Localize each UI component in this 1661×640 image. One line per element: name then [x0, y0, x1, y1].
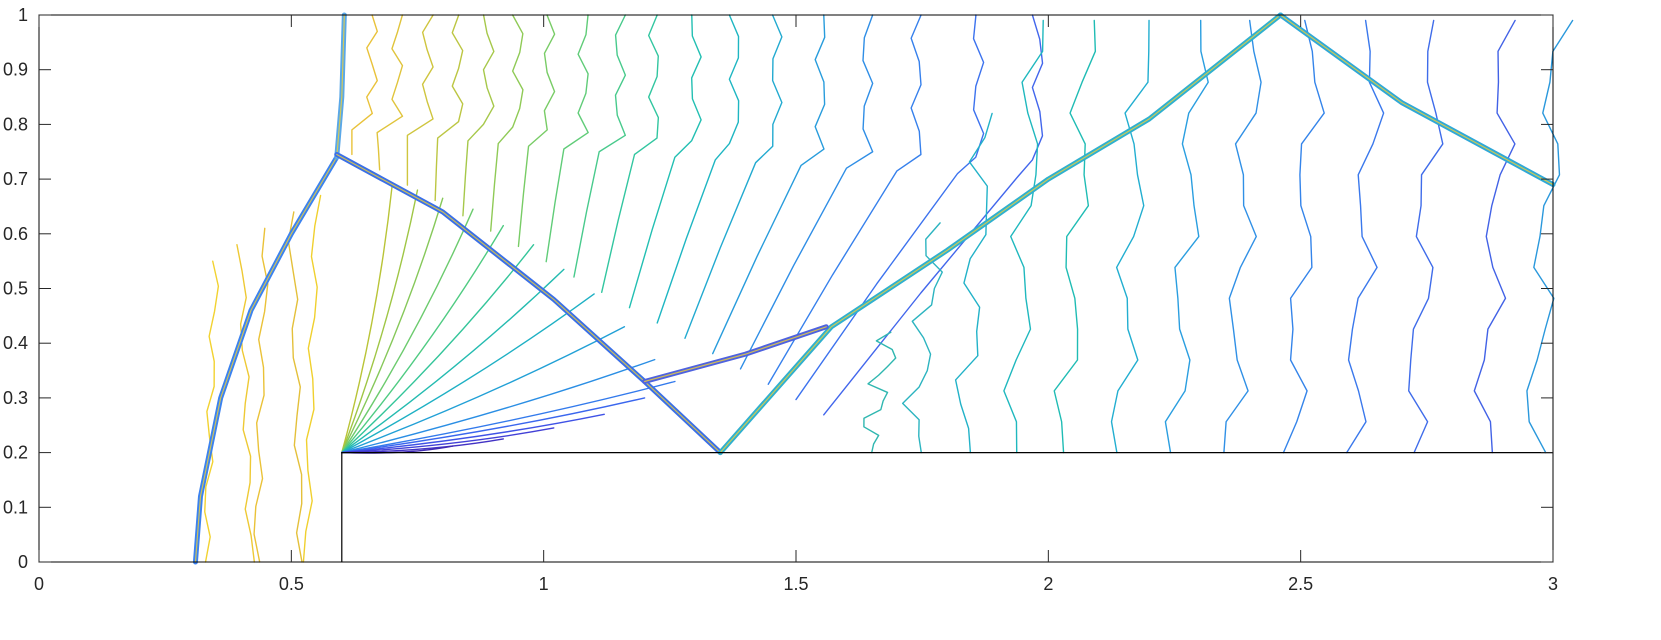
contour-line — [462, 14, 495, 217]
y-tick-label: 0.7 — [3, 169, 28, 189]
y-tick-label: 0.3 — [3, 388, 28, 408]
third-reflected-shock — [1277, 12, 1556, 188]
contour-line — [517, 14, 556, 248]
x-tick-label: 1 — [539, 574, 549, 594]
contour-line — [823, 14, 1044, 416]
y-axis-ticks: 0 0.1 0.2 0.3 0.4 0.5 0.6 0.7 0.8 0.9 1 — [3, 5, 1553, 572]
contour-line — [341, 397, 646, 454]
contour-line — [1223, 19, 1262, 454]
contour-line — [341, 224, 504, 454]
contour-line — [628, 14, 702, 309]
contour-line — [341, 183, 393, 454]
contour-line — [1282, 19, 1325, 454]
x-tick-label: 2.5 — [1288, 574, 1313, 594]
bow-shock — [192, 154, 340, 565]
second-reflected-shock-highlight — [719, 14, 1282, 454]
contour-line — [954, 112, 993, 454]
contour-line — [341, 268, 565, 454]
contour-line — [341, 413, 605, 454]
contour-line — [341, 293, 595, 454]
contour-line — [341, 358, 656, 454]
contour-line — [376, 14, 404, 171]
contour-line — [236, 244, 256, 563]
contour-line — [767, 14, 922, 385]
forward-step-outline — [341, 452, 1553, 562]
y-tick-label: 0.4 — [3, 333, 28, 353]
contour-line — [287, 211, 303, 563]
contour-line — [601, 14, 660, 294]
contour-line — [1408, 19, 1444, 454]
bow-shock-highlight — [194, 156, 338, 563]
reflected-shock — [334, 151, 723, 456]
contour-line — [434, 14, 464, 202]
contour-line — [739, 14, 874, 370]
x-tick-label: 3 — [1548, 574, 1558, 594]
shock-lines — [192, 12, 1556, 565]
contour-line — [1346, 19, 1385, 454]
y-tick-label: 0 — [18, 552, 28, 572]
contour-line — [1473, 19, 1516, 454]
contour-line — [341, 326, 626, 454]
axes: 0 0.5 1 1.5 2 2.5 3 00.10.20.30.40.50.60.70.80… — [3, 5, 1558, 594]
y-tick-label: 0.6 — [3, 224, 28, 244]
y-tick-label: 0.9 — [3, 60, 28, 80]
contour-line — [545, 14, 589, 263]
third-reflected-shock-highlight — [1279, 14, 1554, 186]
y-tick-label: 0.8 — [3, 114, 28, 134]
contour-line — [341, 189, 419, 454]
x-axis-ticks: 0 0.5 1 1.5 2 2.5 3 — [34, 15, 1558, 594]
contour-line — [253, 227, 269, 563]
slip-line — [642, 324, 829, 384]
contour-line — [656, 14, 740, 324]
y-tick-label: 0.2 — [3, 443, 28, 463]
contour-line — [1053, 19, 1097, 454]
contour-line — [1110, 19, 1150, 454]
contour-line — [341, 197, 444, 454]
y-tick-label: 0.1 — [3, 497, 28, 517]
contour-line — [1164, 19, 1209, 454]
y-tick-label: 1 — [18, 5, 28, 25]
contour-line — [795, 14, 985, 401]
x-tick-label: 2 — [1043, 574, 1053, 594]
contour-line — [204, 260, 220, 563]
contour-line — [1526, 19, 1574, 454]
contour-line — [341, 244, 535, 454]
contour-line — [1003, 19, 1044, 454]
contour-line — [302, 194, 322, 563]
mach-stem-highlight — [336, 14, 345, 158]
reflected-shock-highlight — [336, 153, 721, 454]
contour-line — [489, 14, 524, 232]
contour-line — [341, 427, 555, 454]
y-tick-label: 0.5 — [3, 279, 28, 299]
x-tick-label: 0.5 — [279, 574, 304, 594]
plot-box — [38, 14, 1554, 563]
contour-line — [684, 14, 783, 339]
contour-line — [863, 331, 897, 454]
slip-line-highlight — [643, 326, 827, 383]
x-tick-label: 0 — [34, 574, 44, 594]
contour-line — [341, 380, 676, 454]
contour-line — [351, 14, 379, 156]
contour-line — [341, 208, 474, 454]
x-tick-label: 1.5 — [783, 574, 808, 594]
contour-line — [406, 14, 434, 186]
contour-line — [573, 14, 627, 278]
contour-line — [712, 14, 826, 355]
